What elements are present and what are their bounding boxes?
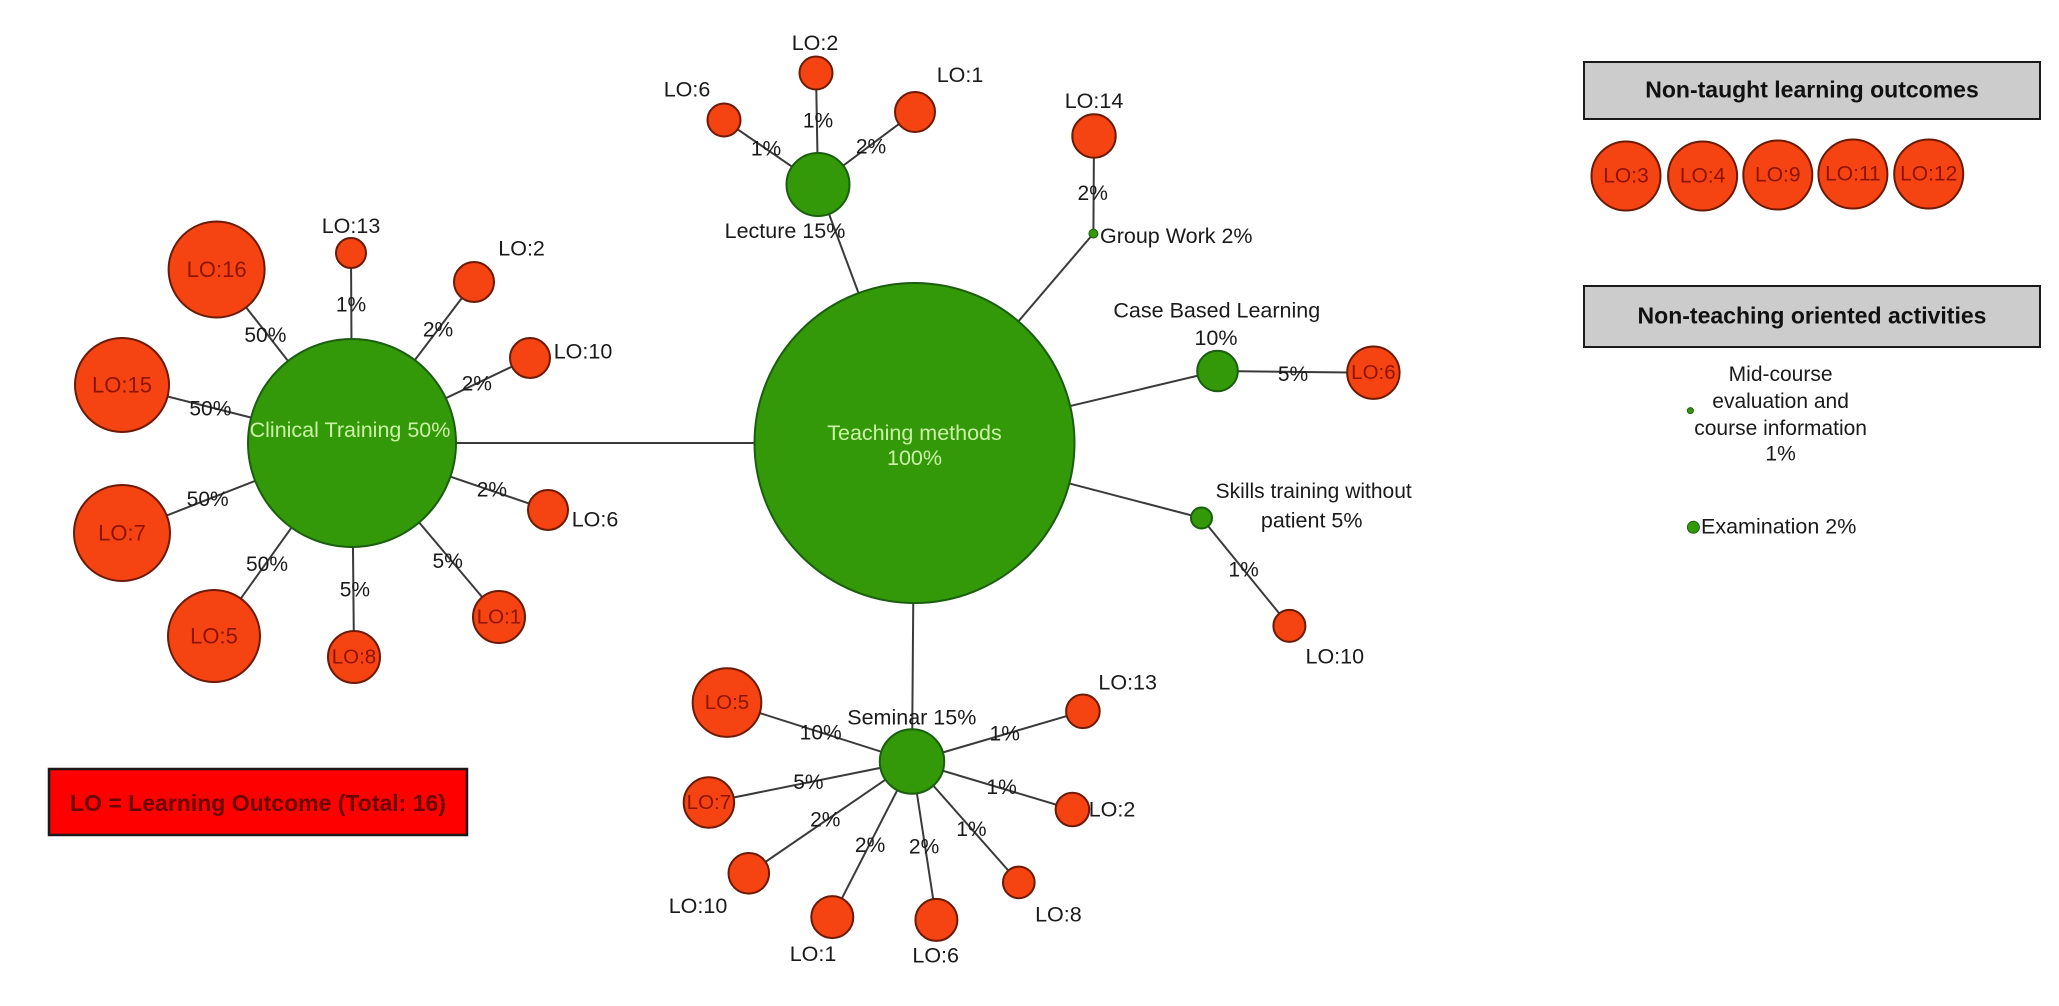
svg-text:Non-teaching oriented activiti: Non-teaching oriented activities [1638, 303, 1987, 329]
svg-text:course information: course information [1694, 417, 1867, 440]
svg-text:LO:14: LO:14 [1065, 89, 1124, 113]
svg-text:LO:16: LO:16 [187, 257, 247, 282]
svg-text:LO:1: LO:1 [790, 942, 837, 966]
svg-text:5%: 5% [340, 578, 370, 601]
svg-text:LO:6: LO:6 [664, 78, 711, 102]
svg-text:2%: 2% [856, 136, 886, 159]
svg-text:LO:6: LO:6 [1351, 361, 1395, 384]
svg-text:LO:13: LO:13 [1098, 671, 1157, 695]
svg-text:2%: 2% [810, 809, 840, 832]
svg-text:LO:2: LO:2 [792, 31, 839, 55]
svg-text:LO:5: LO:5 [705, 691, 749, 714]
svg-text:10%: 10% [800, 722, 842, 745]
svg-text:Seminar 15%: Seminar 15% [847, 705, 976, 729]
svg-text:evaluation and: evaluation and [1712, 390, 1849, 413]
svg-text:LO:15: LO:15 [92, 373, 152, 398]
svg-text:LO = Learning Outcome (Total:: LO = Learning Outcome (Total: 16) [70, 790, 446, 816]
svg-text:1%: 1% [986, 776, 1016, 799]
svg-text:LO:6: LO:6 [912, 944, 959, 968]
svg-text:Group Work 2%: Group Work 2% [1100, 224, 1253, 248]
svg-text:LO:12: LO:12 [1900, 163, 1957, 186]
svg-text:LO:7: LO:7 [687, 791, 731, 814]
svg-text:50%: 50% [244, 324, 286, 347]
svg-text:2%: 2% [1078, 182, 1108, 205]
svg-text:1%: 1% [990, 723, 1020, 746]
svg-text:Teaching methods: Teaching methods [827, 421, 1002, 445]
svg-text:LO:1: LO:1 [477, 606, 521, 629]
svg-text:Non-taught learning outcomes: Non-taught learning outcomes [1645, 77, 1979, 103]
svg-text:50%: 50% [187, 488, 229, 511]
svg-text:patient 5%: patient 5% [1261, 508, 1363, 532]
svg-text:100%: 100% [887, 446, 942, 470]
svg-text:5%: 5% [433, 550, 463, 573]
svg-text:LO:6: LO:6 [572, 507, 619, 531]
svg-text:LO:1: LO:1 [937, 63, 984, 87]
svg-text:50%: 50% [189, 398, 231, 421]
svg-text:LO:3: LO:3 [1603, 165, 1649, 188]
svg-text:1%: 1% [1765, 443, 1795, 466]
svg-text:5%: 5% [793, 771, 823, 794]
svg-text:1%: 1% [803, 110, 833, 133]
svg-text:1%: 1% [336, 294, 366, 317]
svg-text:LO:4: LO:4 [1680, 165, 1726, 188]
svg-text:Skills training without: Skills training without [1216, 480, 1412, 503]
svg-text:LO:11: LO:11 [1825, 163, 1881, 186]
svg-text:LO:10: LO:10 [669, 894, 728, 918]
svg-text:LO:2: LO:2 [498, 237, 545, 261]
svg-text:Lecture 15%: Lecture 15% [725, 219, 846, 243]
svg-text:LO:9: LO:9 [1755, 164, 1801, 187]
svg-text:Examination 2%: Examination 2% [1701, 515, 1856, 539]
svg-text:LO:8: LO:8 [1035, 903, 1082, 927]
svg-text:LO:2: LO:2 [1089, 798, 1136, 822]
svg-text:50%: 50% [246, 553, 288, 576]
svg-text:LO:13: LO:13 [322, 214, 381, 238]
svg-text:10%: 10% [1194, 326, 1237, 350]
svg-text:1%: 1% [1228, 559, 1258, 582]
svg-text:2%: 2% [855, 834, 885, 857]
svg-text:2%: 2% [477, 479, 507, 502]
svg-text:2%: 2% [909, 836, 939, 859]
svg-text:LO:7: LO:7 [98, 521, 146, 546]
svg-text:LO:5: LO:5 [190, 624, 238, 649]
svg-text:2%: 2% [462, 372, 492, 395]
svg-text:LO:10: LO:10 [1306, 645, 1365, 669]
svg-text:Mid-course: Mid-course [1729, 363, 1833, 386]
svg-text:LO:10: LO:10 [554, 340, 613, 364]
svg-text:2%: 2% [423, 319, 453, 342]
svg-text:Case Based Learning: Case Based Learning [1113, 299, 1320, 323]
svg-text:1%: 1% [956, 818, 986, 841]
svg-text:5%: 5% [1278, 363, 1308, 386]
svg-text:LO:8: LO:8 [332, 646, 376, 669]
svg-text:Clinical Training 50%: Clinical Training 50% [250, 418, 451, 442]
svg-text:1%: 1% [751, 138, 781, 161]
